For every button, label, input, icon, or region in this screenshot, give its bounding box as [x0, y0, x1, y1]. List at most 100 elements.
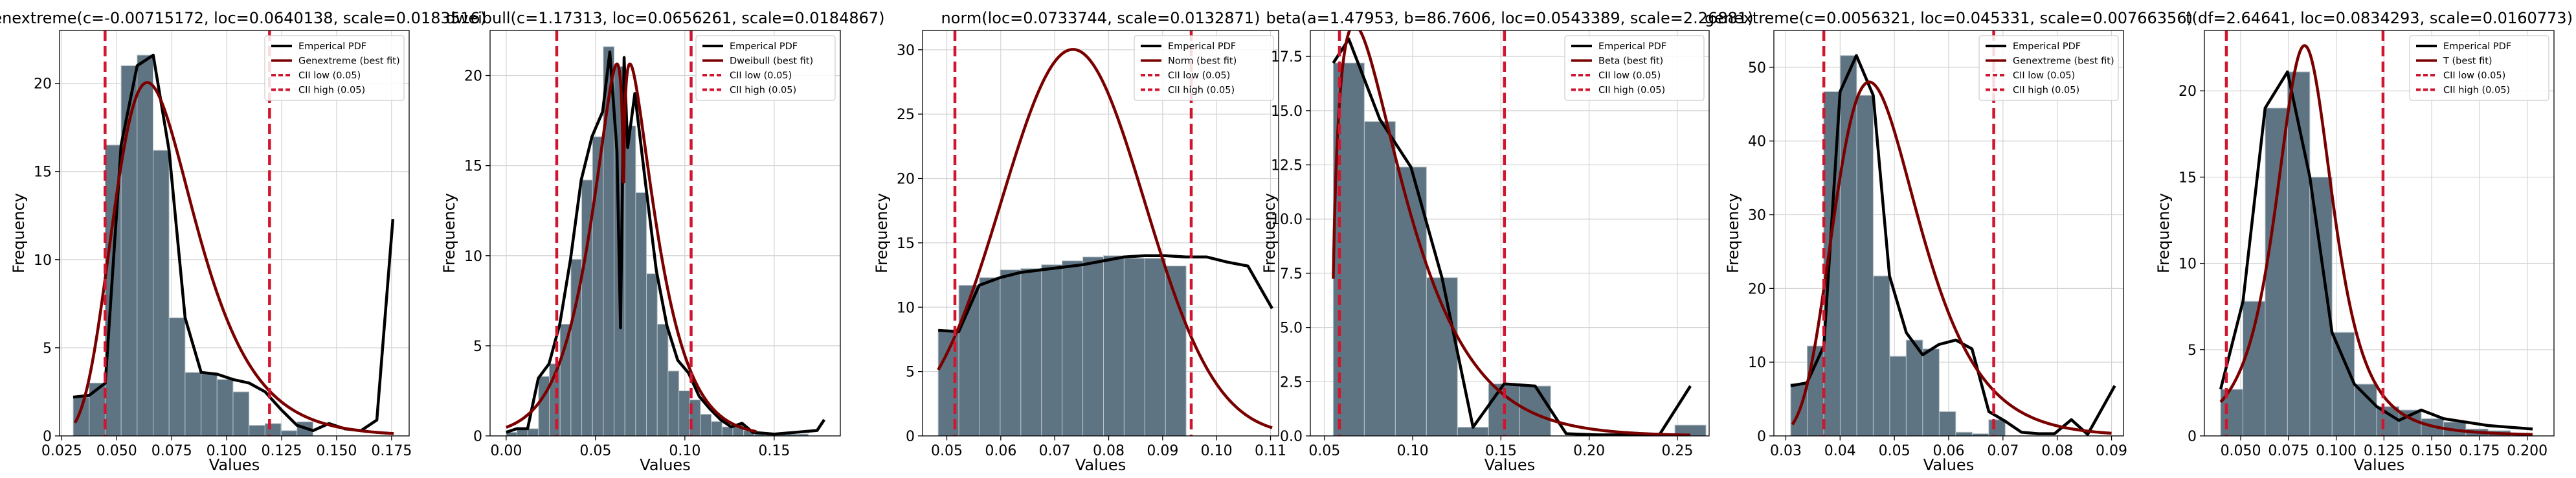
legend: Emperical PDF Norm (best fit) CII low (0.0…	[1134, 35, 1274, 101]
x-tick-label: 0.05	[1879, 443, 1910, 459]
x-tick-label: 0.200	[2507, 443, 2548, 459]
chart-title: genextreme(c=-0.00715172, loc=0.0640138,…	[0, 9, 486, 27]
legend-box	[1978, 35, 2119, 101]
histogram-bar	[137, 54, 154, 436]
chart-title: t(df=2.64641, loc=0.0834293, scale=0.016…	[2186, 9, 2573, 27]
y-tick-label: 15	[34, 165, 52, 181]
legend-label: Emperical PDF	[1168, 41, 1236, 52]
y-tick-label: 30	[897, 43, 915, 59]
x-axis-label: Values	[640, 456, 690, 474]
histogram-bar	[264, 423, 282, 436]
y-axis-label: Frequency	[10, 193, 28, 273]
legend-label: Norm (best fit)	[1168, 56, 1237, 67]
legend: Emperical PDF Dweibull (best fit) CII low …	[695, 35, 836, 101]
chart-panel-4: 0.05 0.10 0.15 0.20 0.25 0.0 2.5 5.0 7.5 10.0 12.5…	[1260, 9, 1753, 474]
legend-box	[264, 35, 405, 101]
histogram-bar	[201, 374, 218, 436]
x-tick-label: 0.25	[1661, 443, 1693, 459]
legend-label: CII low (0.05)	[1598, 71, 1661, 81]
histogram-bar	[1806, 345, 1824, 436]
chart-title: genextreme(c=0.0056321, loc=0.045331, sc…	[1705, 9, 2193, 27]
x-tick-label: 0.175	[2459, 443, 2500, 459]
histogram-bar	[527, 428, 539, 436]
y-tick-label: 0	[2188, 429, 2197, 445]
x-axis: 0.050 0.075 0.100 0.125 0.150 0.175 0.200	[2221, 436, 2548, 459]
x-axis: 0.05 0.06 0.07 0.08 0.09 0.10 0.11	[931, 436, 1286, 459]
x-tick-label: 0.07	[1987, 443, 2019, 459]
x-tick-label: 0.05	[579, 443, 611, 459]
histogram-bar	[1988, 419, 2006, 436]
histogram-bar	[2376, 406, 2400, 436]
histogram-bar	[624, 125, 636, 436]
legend: Emperical PDF Beta (best fit) CII low (0.0…	[1564, 35, 1705, 101]
histogram-bar	[1020, 268, 1042, 436]
y-tick-label: 50	[1748, 60, 1766, 76]
x-axis: 0.03 0.04 0.05 0.06 0.07 0.08 0.09	[1770, 436, 2127, 459]
empirical-pdf-line	[1790, 54, 2116, 436]
histogram-bar	[1938, 411, 1956, 436]
y-axis: 0.0 2.5 5.0 7.5 10.0 12.5 15.0 17.5	[1271, 49, 1310, 445]
y-axis: 0 5 10 15 20 25 30	[897, 43, 923, 445]
y-axis-label: Frequency	[873, 193, 891, 273]
histogram-bar	[1872, 275, 1890, 436]
histogram-bar	[280, 430, 298, 436]
x-axis-label: Values	[209, 456, 260, 474]
histogram-bar	[1905, 339, 1923, 436]
y-tick-label: 25	[897, 107, 915, 123]
histogram-bar	[2265, 108, 2288, 436]
chart-panel-2: 0.00 0.05 0.10 0.15 0 5 10 15 20 Values Frequency d…	[440, 9, 885, 474]
legend-box	[2409, 35, 2549, 101]
chart-title: beta(a=1.47953, b=86.7606, loc=0.0543389…	[1266, 9, 1754, 27]
x-tick-label: 0.15	[758, 443, 790, 459]
x-tick-label: 0.050	[96, 443, 137, 459]
histogram	[1332, 62, 1707, 436]
legend-box	[695, 35, 836, 101]
chart-panel-5: 0.03 0.04 0.05 0.06 0.07 0.08 0.09 0 10 20 30 40 50 V…	[1705, 9, 2193, 474]
chart-title: norm(loc=0.0733744, scale=0.0132871)	[941, 9, 1260, 27]
x-tick-label: 0.09	[1147, 443, 1178, 459]
y-axis-label: Frequency	[2155, 193, 2173, 273]
legend: Emperical PDF T (best fit) CII low (0.05) C…	[2409, 35, 2549, 101]
histogram-bar	[635, 192, 647, 436]
y-tick-label: 5	[473, 339, 482, 355]
x-tick-label: 0.05	[1308, 443, 1340, 459]
x-tick-label: 0.10	[1397, 443, 1429, 459]
x-axis-label: Values	[1484, 456, 1535, 474]
x-tick-label: 0.08	[2041, 443, 2073, 459]
x-tick-label: 0.100	[2316, 443, 2357, 459]
legend-label: Emperical PDF	[2013, 41, 2081, 52]
empirical-pdf-line	[506, 51, 826, 436]
y-axis: 0 5 10 15 20	[464, 69, 490, 445]
legend-label: Beta (best fit)	[1598, 56, 1663, 67]
x-tick-label: 0.06	[1933, 443, 1965, 459]
legend-label: Emperical PDF	[730, 41, 798, 52]
x-axis-label: Values	[2354, 456, 2404, 474]
histogram-bar	[1000, 269, 1022, 436]
legend-label: Dweibull (best fit)	[730, 56, 813, 67]
x-tick-label: 0.08	[1093, 443, 1125, 459]
histogram-bar	[1839, 55, 1857, 436]
histogram	[506, 46, 809, 436]
x-tick-label: 0.050	[2221, 443, 2261, 459]
y-tick-label: 10	[1748, 355, 1766, 371]
chart-panel-3: 0.05 0.06 0.07 0.08 0.09 0.10 0.11 0 5 10 15 20 25 30…	[873, 9, 1286, 474]
histogram-bar	[153, 150, 170, 436]
legend-label: Genextreme (best fit)	[2013, 56, 2114, 67]
x-tick-label: 0.03	[1770, 443, 1802, 459]
histogram-bar	[104, 144, 122, 436]
y-tick-label: 0	[1757, 429, 1766, 445]
histogram-bar	[1955, 431, 1973, 436]
legend-box	[1134, 35, 1274, 101]
y-tick-label: 5	[2188, 343, 2197, 359]
histogram-bar	[646, 273, 658, 436]
legend-label: CII high (0.05)	[1598, 85, 1665, 96]
y-tick-label: 2.5	[1280, 374, 1303, 391]
y-tick-label: 10.0	[1271, 212, 1303, 228]
legend-label: CII low (0.05)	[298, 71, 361, 81]
histogram-bar	[232, 391, 250, 436]
fitted-pdf-line	[1332, 30, 1691, 436]
y-tick-label: 10	[34, 253, 52, 269]
histogram-bar	[1363, 121, 1396, 436]
x-tick-label: 0.04	[1824, 443, 1856, 459]
histogram-bar	[700, 414, 712, 436]
